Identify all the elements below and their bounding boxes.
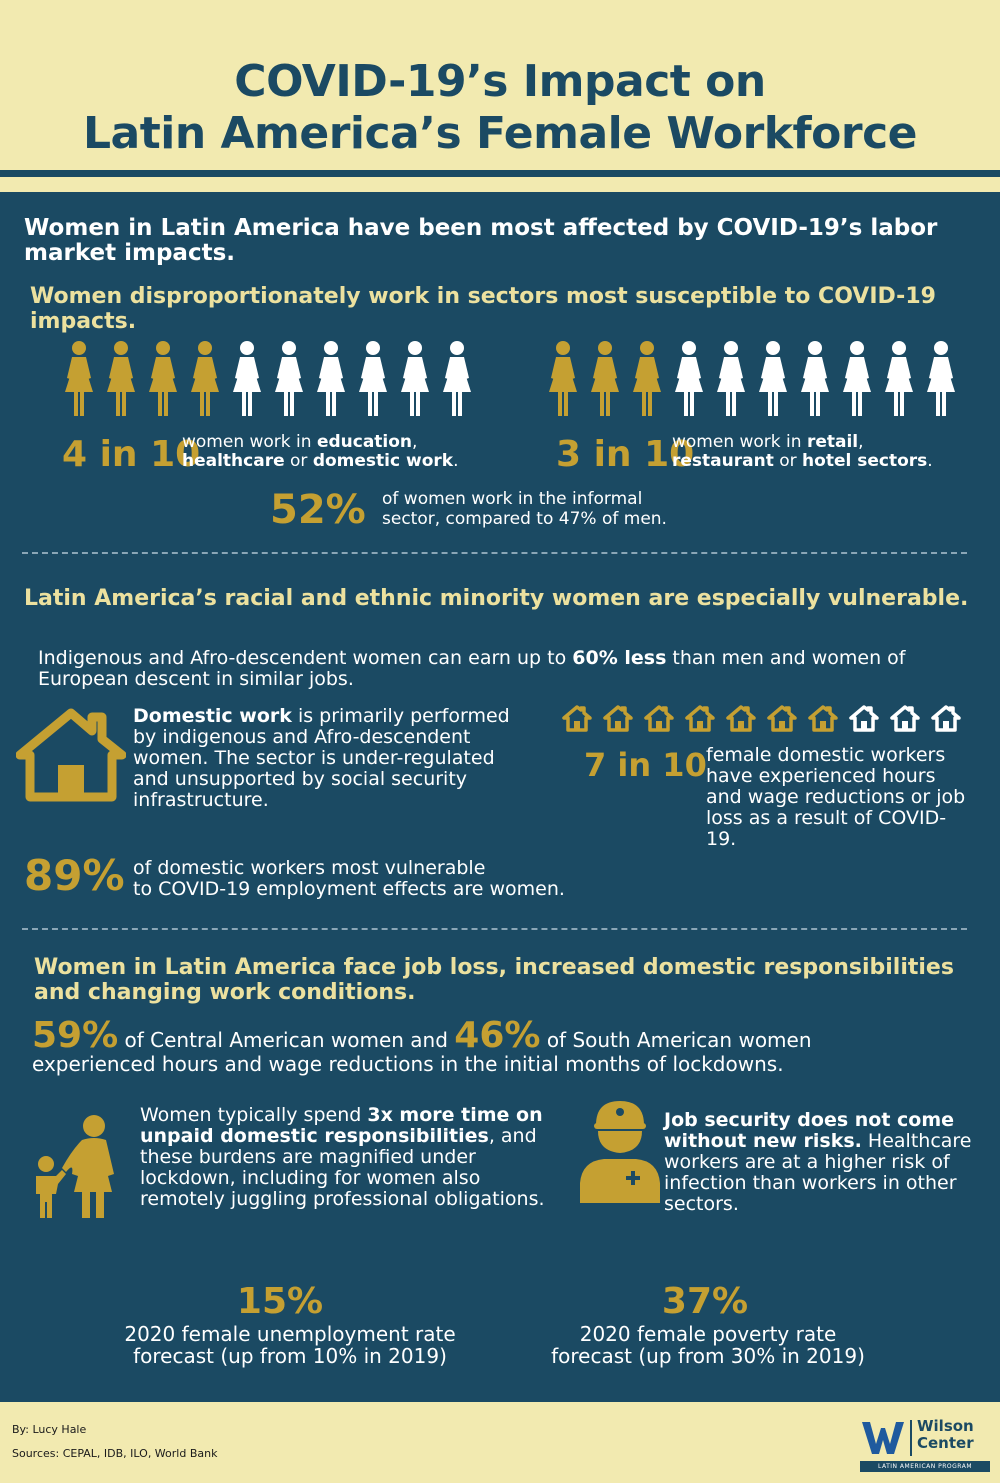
stat-7-in-10-text: female domestic workers have experienced…	[706, 744, 966, 850]
houses-icon-row	[562, 704, 972, 732]
page-title: COVID-19’s Impact on Latin America’s Fem…	[0, 56, 1000, 160]
woman-icon	[675, 341, 703, 416]
woman-icon	[801, 341, 829, 416]
wilson-w-logo-icon	[860, 1418, 906, 1458]
woman-icon	[359, 341, 387, 416]
house-icon	[603, 705, 633, 732]
woman-icon	[885, 341, 913, 416]
woman-icon	[717, 341, 745, 416]
main-panel: Women in Latin America have been most af…	[0, 192, 1000, 1402]
house-icon	[685, 705, 715, 732]
woman-icon	[759, 341, 787, 416]
sources-credit: Sources: CEPAL, IDB, ILO, World Bank	[12, 1447, 218, 1460]
woman-icon	[191, 341, 219, 416]
woman-icon	[843, 341, 871, 416]
woman-icon	[443, 341, 471, 416]
women-icon-row-retail	[542, 340, 962, 418]
stat-59-46-text: 59% of Central American women and 46% of…	[32, 1015, 812, 1077]
stat-4-in-10-text: women work in education, healthcare or d…	[182, 432, 459, 471]
stat-89-percent: 89%	[24, 851, 125, 900]
stat-52-percent: 52%	[270, 487, 366, 533]
section3-heading: Women in Latin America face job loss, in…	[34, 955, 954, 1005]
house-icon	[644, 705, 674, 732]
woman-icon	[107, 341, 135, 416]
logo-divider	[910, 1420, 912, 1456]
unemployment-forecast-text: 2020 female unemployment rate forecast (…	[124, 1322, 456, 1368]
woman-icon	[233, 341, 261, 416]
woman-icon	[633, 341, 661, 416]
title-line-1: COVID-19’s Impact on	[234, 56, 766, 107]
woman-icon	[149, 341, 177, 416]
header-divider-band	[0, 170, 1000, 177]
logo-wordmark: Wilson Center	[917, 1417, 974, 1452]
stat-3-in-10: 3 in 10	[556, 434, 695, 475]
stat-15-percent: 15%	[236, 1281, 324, 1322]
section2-intro: Indigenous and Afro-descendent women can…	[38, 647, 906, 690]
header: COVID-19’s Impact on Latin America’s Fem…	[0, 0, 1000, 170]
woman-icon	[591, 341, 619, 416]
stat-37-percent: 37%	[661, 1281, 749, 1322]
section-divider-2	[22, 928, 967, 930]
women-icon-row-education	[58, 340, 478, 418]
stat-46-percent: 46%	[454, 1015, 541, 1056]
healthcare-worker-icon	[580, 1101, 660, 1203]
house-icon	[931, 705, 961, 732]
logo-program-label: LATIN AMERICAN PROGRAM	[860, 1461, 990, 1472]
author-credit: By: Lucy Hale	[12, 1423, 87, 1436]
poverty-forecast-text: 2020 female poverty rate forecast (up fr…	[551, 1322, 865, 1368]
stat-89-text: of domestic workers most vulnerable to C…	[133, 857, 565, 900]
house-icon	[562, 705, 592, 732]
section1-subheading: Women disproportionately work in sectors…	[30, 284, 936, 334]
section1-heading: Women in Latin America have been most af…	[24, 215, 938, 266]
stat-7-in-10: 7 in 10	[584, 746, 707, 784]
wilson-center-logo: Wilson Center LATIN AMERICAN PROGRAM	[860, 1418, 990, 1474]
house-icon	[849, 705, 879, 732]
woman-icon	[317, 341, 345, 416]
house-icon	[16, 708, 126, 802]
stat-4-in-10: 4 in 10	[62, 434, 201, 475]
domestic-work-text: Domestic work is primarily performed by …	[133, 705, 510, 811]
stat-52-text: of women work in the informal sector, co…	[382, 489, 667, 529]
woman-icon	[275, 341, 303, 416]
stat-3-in-10-text: women work in retail, restaurant or hote…	[672, 432, 933, 471]
section2-heading: Latin America’s racial and ethnic minori…	[24, 586, 969, 611]
unpaid-domestic-text: Women typically spend 3x more time on un…	[140, 1104, 545, 1210]
healthcare-risk-text: Job security does not come without new r…	[664, 1109, 972, 1215]
section-divider-1	[22, 552, 967, 554]
footer: By: Lucy Hale Sources: CEPAL, IDB, ILO, …	[0, 1402, 1000, 1483]
title-line-2: Latin America’s Female Workforce	[82, 108, 918, 159]
woman-icon	[927, 341, 955, 416]
stat-59-percent: 59%	[32, 1015, 119, 1056]
house-icon	[767, 705, 797, 732]
house-icon	[726, 705, 756, 732]
woman-icon	[401, 341, 429, 416]
woman-icon	[549, 341, 577, 416]
house-icon	[890, 705, 920, 732]
house-icon	[808, 705, 838, 732]
woman-icon	[65, 341, 93, 416]
mother-child-icon	[36, 1115, 114, 1218]
